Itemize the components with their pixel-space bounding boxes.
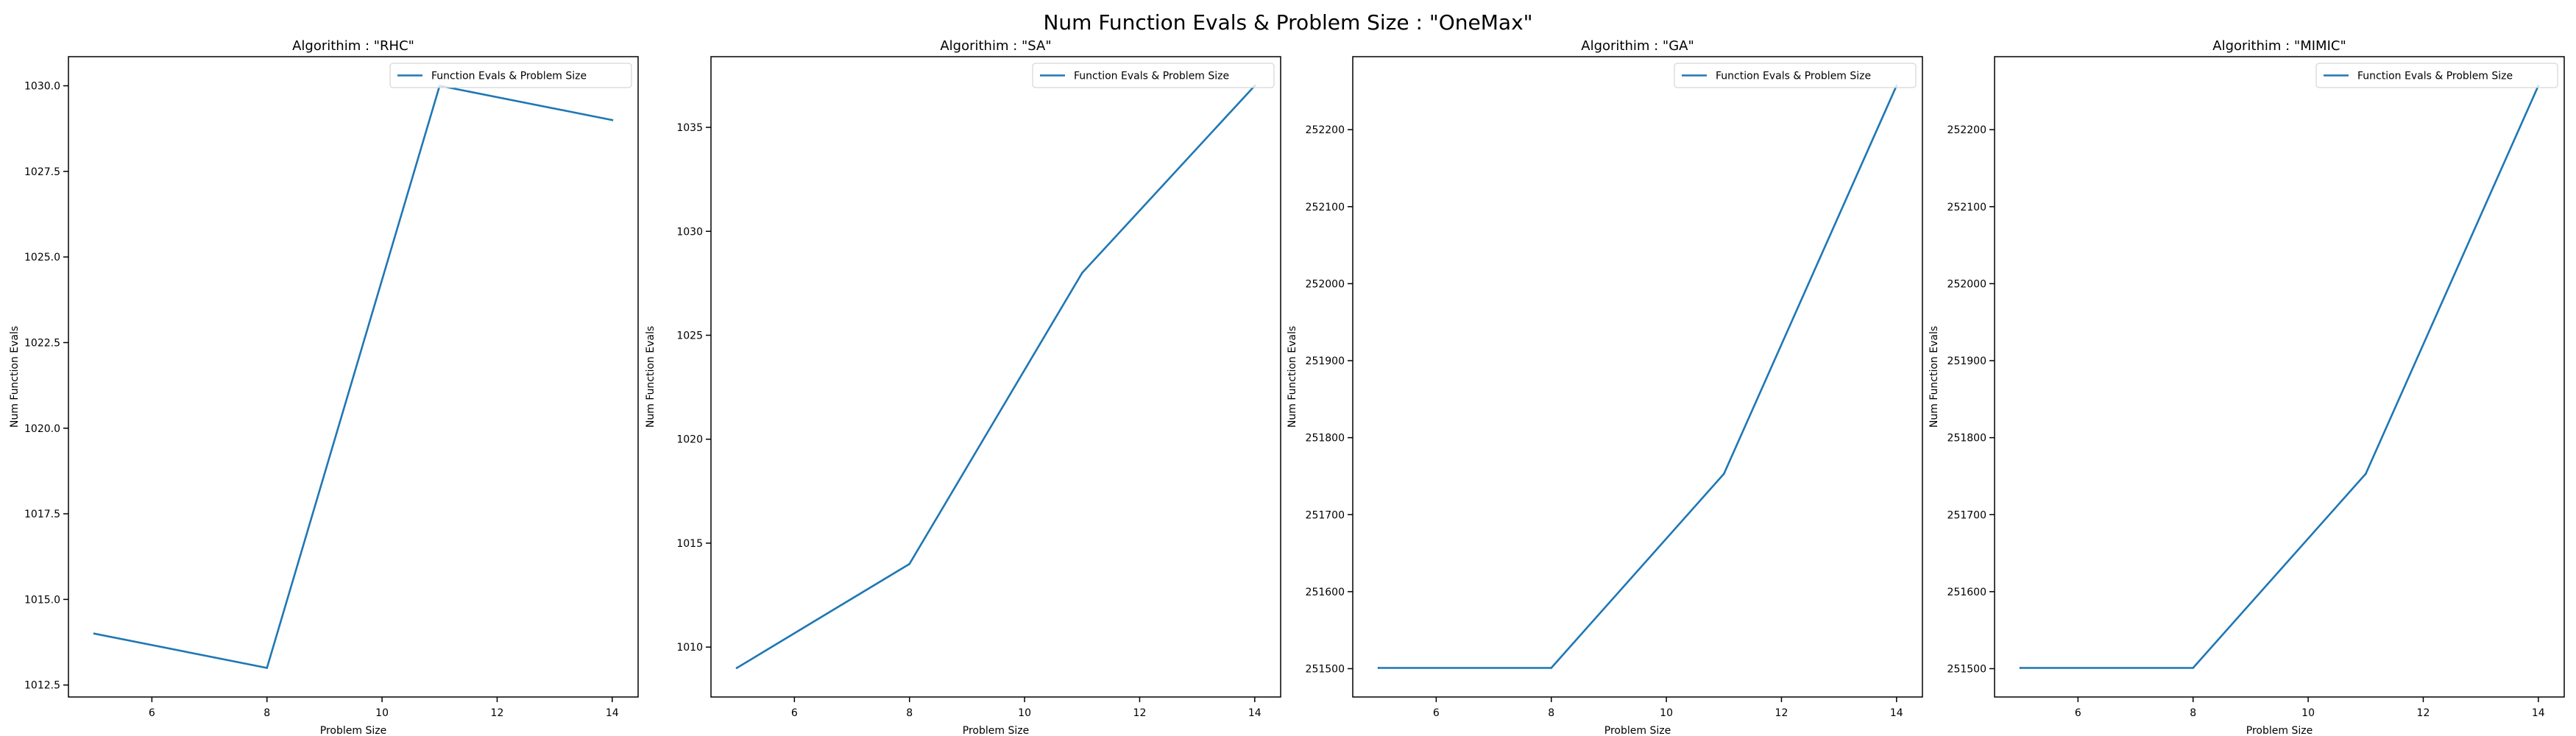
legend-box: [1674, 63, 1917, 88]
x-axis-label: Problem Size: [1604, 725, 1671, 736]
y-tick-label: 252000: [1306, 278, 1345, 290]
x-tick-label: 6: [149, 707, 155, 719]
x-tick-label: 8: [263, 707, 270, 719]
y-tick-label: 251600: [1947, 587, 1986, 598]
x-tick-label: 8: [1548, 707, 1554, 719]
legend-label: Function Evals & Problem Size: [2357, 71, 2513, 82]
x-axis-label: Problem Size: [963, 725, 1029, 736]
y-tick-label: 1012.5: [24, 680, 60, 692]
data-point: [1377, 667, 1380, 669]
y-tick-label: 252000: [1947, 278, 1986, 290]
x-tick-label: 10: [2301, 707, 2315, 719]
y-tick-label: 251600: [1306, 587, 1345, 598]
x-tick-label: 6: [1433, 707, 1440, 719]
data-point: [2364, 473, 2367, 475]
x-tick-label: 12: [1775, 707, 1788, 719]
legend-label: Function Evals & Problem Size: [1074, 71, 1229, 82]
chart-panel-3: Algorithim : "MIMIC" 6 8 10 12 14 251500 251600…: [1928, 38, 2565, 736]
chart-panel-0: Algorithim : "RHC" 6 8 10 12 14 1012.5 1015.0 10…: [9, 38, 639, 736]
x-tick-label: 8: [2190, 707, 2196, 719]
y-tick-label: 1022.5: [24, 337, 60, 349]
legend-box: [2315, 63, 2558, 88]
legend-box: [389, 63, 632, 88]
x-tick-label: 14: [1890, 707, 1903, 719]
x-tick-label: 12: [491, 707, 504, 719]
y-tick-label: 251800: [1947, 433, 1986, 445]
series-line-0: [1377, 84, 1898, 669]
data-point: [2019, 667, 2022, 669]
y-tick-label: 1030: [676, 226, 703, 238]
x-tick-label: 14: [2532, 707, 2545, 719]
y-tick-label: 252200: [1306, 124, 1345, 136]
y-tick-label: 251500: [1947, 664, 1986, 676]
data-point: [93, 632, 96, 635]
plot-frame: [710, 56, 1281, 698]
y-tick-label: 1027.5: [24, 166, 60, 178]
chart-panel-1: Algorithim : "SA" 6 8 10 12 14 1010 1015 1020 102…: [645, 38, 1281, 736]
x-tick-label: 12: [2417, 707, 2430, 719]
x-tick-label: 6: [2075, 707, 2081, 719]
chart-title: Algorithim : "MIMIC": [2212, 38, 2346, 54]
y-tick-label: 251900: [1947, 355, 1986, 367]
y-axis-label: Num Function Evals: [9, 326, 21, 428]
legend-box: [1032, 63, 1275, 88]
y-tick-label: 1017.5: [24, 509, 60, 520]
data-point: [611, 118, 614, 121]
y-axis-label: Num Function Evals: [1287, 326, 1298, 428]
plot-frame: [1994, 56, 2565, 698]
x-tick-label: 10: [1660, 707, 1673, 719]
y-tick-label: 1025: [676, 330, 703, 342]
data-point: [1080, 272, 1083, 275]
x-tick-label: 10: [375, 707, 389, 719]
data-point: [2192, 667, 2195, 669]
y-tick-label: 252100: [1306, 202, 1345, 213]
y-tick-label: 251900: [1306, 355, 1345, 367]
x-axis-label: Problem Size: [320, 725, 386, 736]
y-tick-label: 1020: [676, 434, 703, 446]
data-point: [1550, 667, 1553, 669]
legend-label: Function Evals & Problem Size: [1716, 71, 1871, 82]
y-tick-label: 1020.0: [24, 423, 60, 435]
x-tick-label: 12: [1133, 707, 1147, 719]
chart-panel-2: Algorithim : "GA" 6 8 10 12 14 251500 251600 251…: [1287, 38, 1923, 736]
y-tick-label: 251800: [1306, 433, 1345, 445]
chart-title: Algorithim : "GA": [1581, 38, 1694, 54]
series-line-0: [735, 84, 1256, 670]
chart-title: Algorithim : "RHC": [292, 38, 414, 54]
x-axis-label: Problem Size: [2246, 725, 2313, 736]
x-tick-label: 14: [1248, 707, 1262, 719]
series-line-0: [2019, 84, 2540, 669]
x-tick-label: 14: [606, 707, 619, 719]
x-tick-label: 8: [906, 707, 913, 719]
y-tick-label: 1010: [676, 642, 703, 654]
plot-frame: [1352, 56, 1923, 698]
figure-title: Num Function Evals & Problem Size : "One…: [1043, 10, 1533, 35]
chart-title: Algorithim : "SA": [940, 38, 1051, 54]
y-axis-label: Num Function Evals: [645, 326, 657, 428]
y-tick-label: 1015: [676, 538, 703, 550]
y-tick-label: 1035: [676, 122, 703, 134]
data-point: [266, 667, 269, 669]
x-tick-label: 10: [1018, 707, 1031, 719]
y-axis-label: Num Function Evals: [1928, 326, 1940, 428]
y-tick-label: 251700: [1306, 509, 1345, 521]
data-point: [735, 667, 738, 669]
legend-label: Function Evals & Problem Size: [431, 71, 587, 82]
y-tick-label: 252100: [1947, 202, 1986, 213]
plot-frame: [68, 56, 639, 698]
y-tick-label: 252200: [1947, 124, 1986, 136]
y-tick-label: 251500: [1306, 664, 1345, 676]
series-line-0: [93, 85, 614, 669]
x-tick-label: 6: [791, 707, 798, 719]
y-tick-label: 1030.0: [24, 81, 60, 93]
data-point: [908, 562, 911, 565]
y-tick-label: 1015.0: [24, 594, 60, 606]
y-tick-label: 251700: [1947, 509, 1986, 521]
data-point: [1722, 473, 1725, 475]
y-tick-label: 1025.0: [24, 252, 60, 263]
